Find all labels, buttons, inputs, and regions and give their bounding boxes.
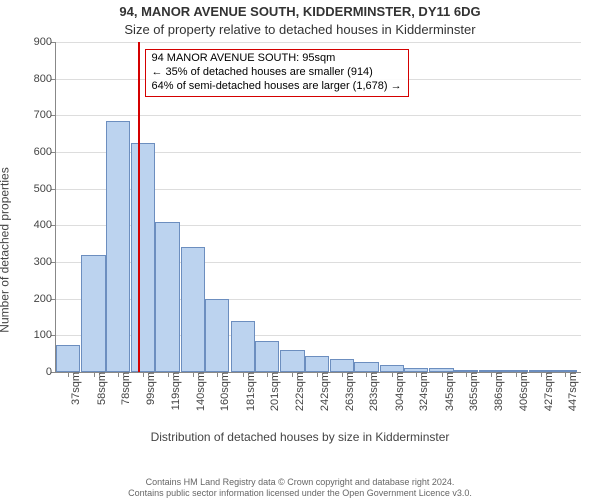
footer-attribution: Contains HM Land Registry data © Crown c… — [0, 477, 600, 498]
histogram-bar — [155, 222, 179, 372]
x-tick-label: 345sqm — [438, 372, 456, 411]
x-tick-label: 283sqm — [362, 372, 380, 411]
x-tick-label: 263sqm — [338, 372, 356, 411]
grid-line — [56, 42, 581, 43]
y-tick-label: 100 — [34, 329, 56, 341]
y-tick-label: 600 — [34, 146, 56, 158]
x-tick-label: 201sqm — [263, 372, 281, 411]
callout-line: ← 35% of detached houses are smaller (91… — [152, 66, 402, 80]
x-tick-label: 160sqm — [213, 372, 231, 411]
plot-area: 010020030040050060070080090094 MANOR AVE… — [55, 42, 581, 373]
x-tick-label: 365sqm — [462, 372, 480, 411]
x-tick-label: 119sqm — [164, 372, 182, 410]
x-tick-label: 304sqm — [388, 372, 406, 411]
histogram-bar — [255, 341, 279, 372]
histogram-bar — [354, 362, 378, 372]
histogram-bar — [205, 299, 229, 372]
histogram-bar — [56, 345, 80, 373]
x-tick-label: 181sqm — [239, 372, 257, 411]
histogram-bar — [231, 321, 255, 372]
y-tick-label: 300 — [34, 256, 56, 268]
grid-line — [56, 115, 581, 116]
histogram-bar — [380, 365, 404, 372]
x-tick-label: 140sqm — [189, 372, 207, 411]
histogram-bar — [305, 356, 329, 373]
y-axis-label-text: Number of detached properties — [0, 167, 12, 332]
property-marker-line — [138, 42, 140, 372]
x-tick-label: 447sqm — [561, 372, 579, 411]
callout-box: 94 MANOR AVENUE SOUTH: 95sqm← 35% of det… — [145, 49, 409, 96]
histogram-bar — [330, 359, 354, 372]
x-tick-label: 37sqm — [64, 372, 82, 405]
histogram-bar — [280, 350, 304, 372]
x-tick-label: 78sqm — [114, 372, 132, 405]
chart-container: { "chart": { "type": "histogram", "title… — [0, 0, 600, 500]
x-tick-label: 242sqm — [313, 372, 331, 411]
histogram-bar — [131, 143, 155, 372]
y-tick-label: 0 — [46, 366, 56, 378]
y-tick-label: 700 — [34, 109, 56, 121]
y-tick-label: 400 — [34, 219, 56, 231]
x-tick-label: 99sqm — [139, 372, 157, 405]
chart-title-sub: Size of property relative to detached ho… — [0, 22, 600, 37]
histogram-bar — [106, 121, 130, 372]
y-tick-label: 800 — [34, 73, 56, 85]
x-tick-label: 222sqm — [288, 372, 306, 411]
x-axis-label: Distribution of detached houses by size … — [0, 430, 600, 444]
x-tick-label: 386sqm — [487, 372, 505, 411]
histogram-bar — [181, 247, 205, 372]
chart-title-main: 94, MANOR AVENUE SOUTH, KIDDERMINSTER, D… — [0, 4, 600, 19]
histogram-bar — [81, 255, 105, 372]
x-tick-label: 58sqm — [90, 372, 108, 405]
y-tick-label: 500 — [34, 183, 56, 195]
x-tick-label: 427sqm — [537, 372, 555, 411]
y-axis-label: Number of detached properties — [0, 0, 15, 500]
y-tick-label: 900 — [34, 36, 56, 48]
callout-line: 94 MANOR AVENUE SOUTH: 95sqm — [152, 52, 402, 66]
footer-line: Contains public sector information licen… — [0, 488, 600, 498]
footer-line: Contains HM Land Registry data © Crown c… — [0, 477, 600, 487]
y-tick-label: 200 — [34, 293, 56, 305]
x-tick-label: 406sqm — [512, 372, 530, 411]
x-tick-label: 324sqm — [412, 372, 430, 411]
callout-line: 64% of semi-detached houses are larger (… — [152, 80, 402, 94]
